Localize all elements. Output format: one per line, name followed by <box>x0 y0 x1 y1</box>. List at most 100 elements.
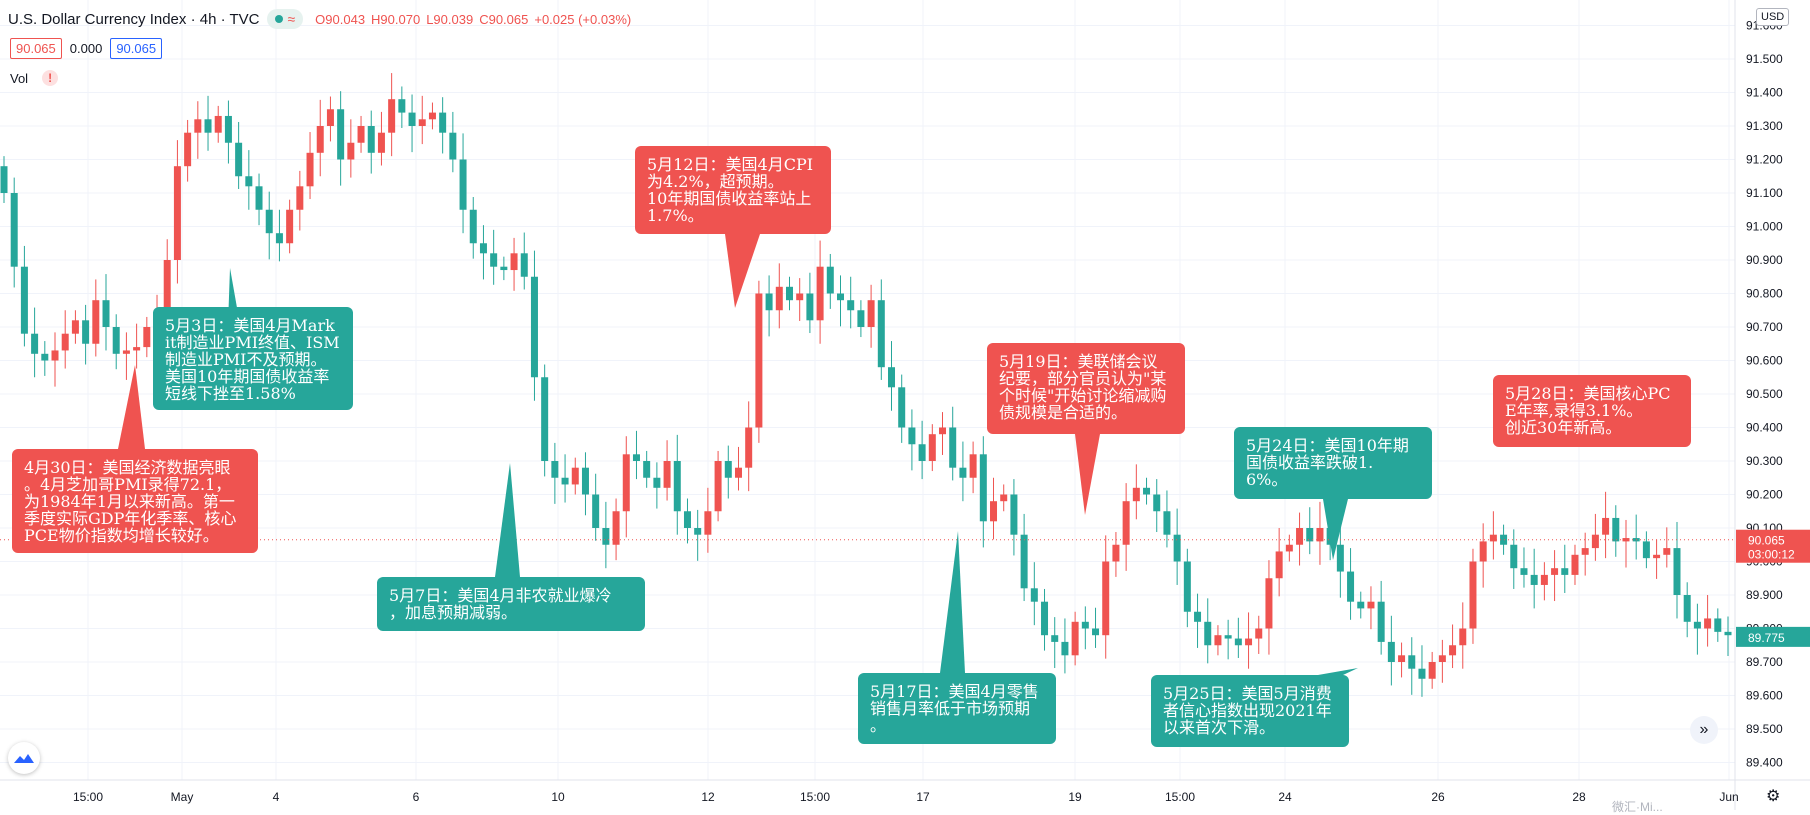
candle[interactable] <box>367 110 375 174</box>
candle[interactable] <box>1010 479 1018 556</box>
candle[interactable] <box>847 276 855 329</box>
candle[interactable] <box>51 332 59 387</box>
candle[interactable] <box>1479 523 1487 588</box>
candle[interactable] <box>663 440 671 501</box>
candle[interactable] <box>490 229 498 285</box>
candle[interactable] <box>1540 562 1548 601</box>
candle[interactable] <box>581 452 589 516</box>
candle[interactable] <box>867 284 875 348</box>
candle[interactable] <box>82 304 90 365</box>
annotation-7[interactable]: 5月17日：美国4月零售 销售月率低于市场预期 。 <box>858 673 1056 744</box>
candle[interactable] <box>357 115 365 153</box>
candle[interactable] <box>1561 544 1569 593</box>
candle[interactable] <box>224 100 232 164</box>
candle[interactable] <box>408 94 416 153</box>
candle[interactable] <box>1234 617 1242 658</box>
candle[interactable] <box>1194 593 1202 648</box>
candle[interactable] <box>255 173 263 226</box>
candle[interactable] <box>449 111 457 173</box>
candle[interactable] <box>296 170 304 231</box>
candle[interactable] <box>1653 539 1661 579</box>
candle[interactable] <box>1673 521 1681 619</box>
candle[interactable] <box>112 314 120 370</box>
candle[interactable] <box>1132 464 1140 520</box>
candle[interactable] <box>1122 483 1130 571</box>
candle[interactable] <box>398 86 406 129</box>
candle[interactable] <box>653 462 661 509</box>
candle[interactable] <box>724 445 732 499</box>
candle[interactable] <box>816 240 824 344</box>
candle[interactable] <box>836 275 844 327</box>
warning-icon[interactable]: ! <box>42 70 59 86</box>
candle[interactable] <box>1102 535 1110 659</box>
candle[interactable] <box>1510 529 1518 589</box>
candle[interactable] <box>1296 512 1304 566</box>
candle[interactable] <box>1153 479 1161 533</box>
candle[interactable] <box>826 253 834 309</box>
candle[interactable] <box>551 442 559 504</box>
candle[interactable] <box>316 99 324 177</box>
candle[interactable] <box>10 177 18 288</box>
candle[interactable] <box>979 436 987 548</box>
candle[interactable] <box>1245 612 1253 669</box>
candle[interactable] <box>1449 624 1457 669</box>
annotation-3[interactable]: 5月7日：美国4月非农就业爆冷 ，加息预期减弱。 <box>377 577 645 631</box>
candle[interactable] <box>796 278 804 321</box>
candle[interactable] <box>275 209 283 262</box>
annotation-0[interactable]: 5月12日：美国4月CPI 为4.2%，超预期。 10年期国债收益率站上 1.7… <box>635 146 831 234</box>
candle[interactable] <box>1071 611 1079 666</box>
candle[interactable] <box>41 341 49 376</box>
candle[interactable] <box>133 323 141 369</box>
candle[interactable] <box>0 156 8 204</box>
candle[interactable] <box>1520 547 1528 588</box>
candle[interactable] <box>928 424 936 472</box>
candle[interactable] <box>541 364 549 477</box>
candle[interactable] <box>214 105 222 143</box>
candle[interactable] <box>602 501 610 569</box>
candle[interactable] <box>898 374 906 443</box>
candle[interactable] <box>245 150 253 210</box>
candle[interactable] <box>377 111 385 166</box>
candle[interactable] <box>1469 548 1477 644</box>
candle[interactable] <box>714 450 722 522</box>
bid-price[interactable]: 90.065 <box>10 38 62 59</box>
annotation-1[interactable]: 5月3日：美国4月Mark it制造业PMI终值、ISM 制造业PMI不及预期。… <box>153 307 353 410</box>
candle[interactable] <box>1000 484 1008 512</box>
candle[interactable] <box>1347 548 1355 620</box>
candle[interactable] <box>1489 511 1497 560</box>
candle[interactable] <box>888 341 896 411</box>
candle[interactable] <box>326 96 334 142</box>
candle[interactable] <box>1143 477 1151 505</box>
tradingview-logo-icon[interactable] <box>8 742 40 774</box>
candle[interactable] <box>61 310 69 369</box>
candle[interactable] <box>1530 548 1538 609</box>
candle[interactable] <box>1663 527 1671 568</box>
candle[interactable] <box>990 477 998 540</box>
candle[interactable] <box>306 132 314 200</box>
candle[interactable] <box>1704 595 1712 647</box>
candle[interactable] <box>939 412 947 455</box>
candle[interactable] <box>683 498 691 544</box>
annotation-6[interactable]: 5月28日：美国核心PC E年率,录得3.1%。 创近30年新高。 <box>1493 375 1691 447</box>
candle[interactable] <box>439 97 447 154</box>
candle[interactable] <box>1428 651 1436 689</box>
candle[interactable] <box>1183 548 1191 628</box>
candle[interactable] <box>745 401 753 492</box>
candle[interactable] <box>1500 524 1508 555</box>
candle[interactable] <box>704 487 712 553</box>
candle[interactable] <box>1081 606 1089 650</box>
candle[interactable] <box>469 197 477 259</box>
candle[interactable] <box>31 307 39 378</box>
candle[interactable] <box>1602 491 1610 559</box>
annotation-4[interactable]: 5月19日：美联储会议 纪要，部分官员认为"某 个时候"开始讨论缩减购 债规模是… <box>987 343 1185 434</box>
candle[interactable] <box>1316 501 1324 565</box>
candle[interactable] <box>1224 619 1232 660</box>
candle[interactable] <box>571 457 579 495</box>
candle[interactable] <box>857 300 865 338</box>
candle[interactable] <box>806 272 814 334</box>
candle[interactable] <box>908 409 916 471</box>
candle[interactable] <box>235 121 243 189</box>
candle[interactable] <box>184 119 192 182</box>
candle[interactable] <box>122 332 130 380</box>
candle[interactable] <box>92 279 100 357</box>
